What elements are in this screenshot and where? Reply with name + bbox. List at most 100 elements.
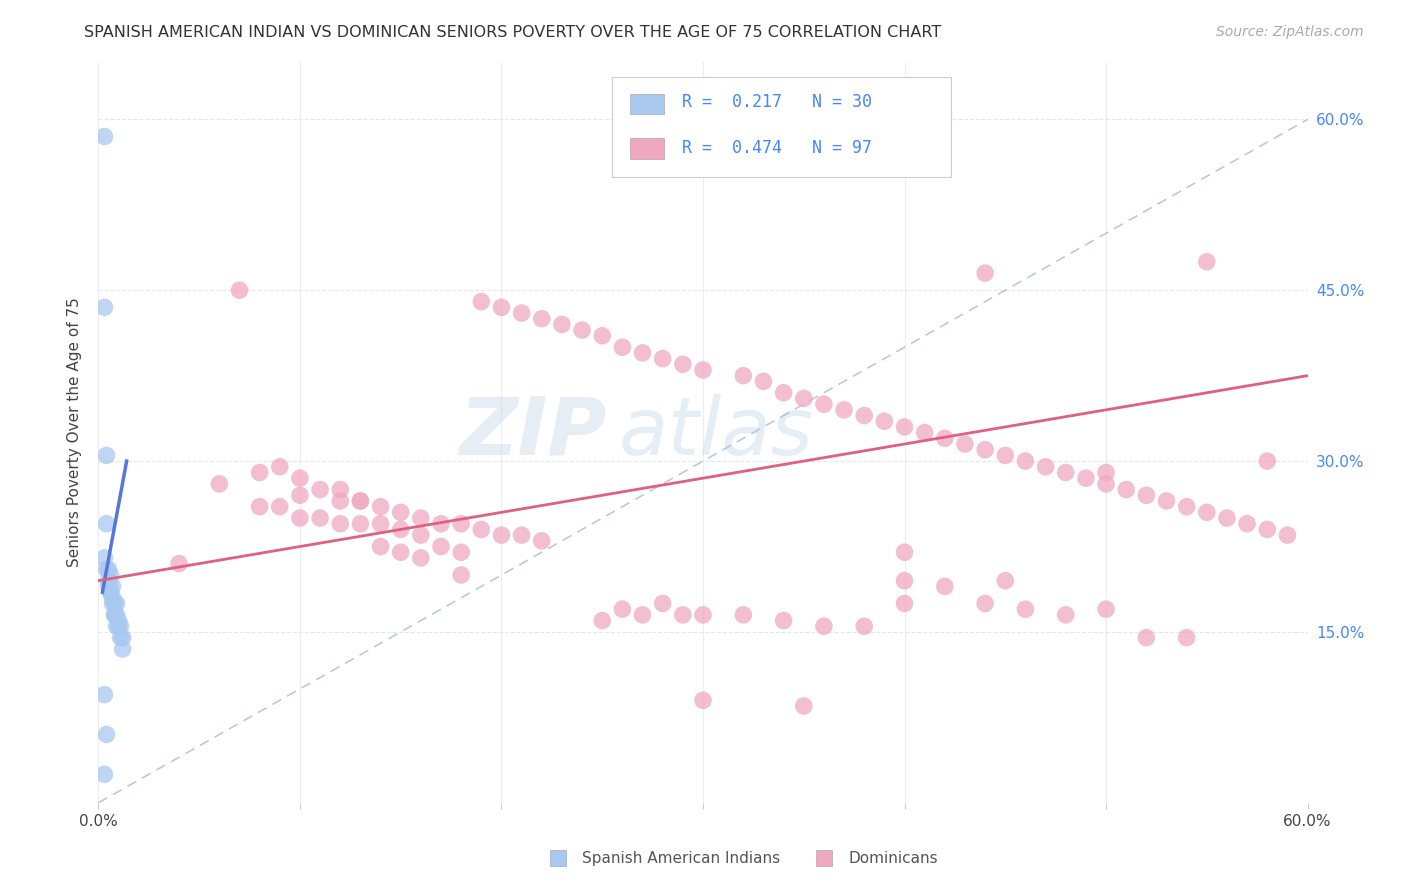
Text: SPANISH AMERICAN INDIAN VS DOMINICAN SENIORS POVERTY OVER THE AGE OF 75 CORRELAT: SPANISH AMERICAN INDIAN VS DOMINICAN SEN…	[84, 25, 942, 40]
Point	[349, 494, 371, 508]
Point	[103, 597, 125, 611]
Point	[370, 500, 392, 514]
Point	[491, 528, 513, 542]
Point	[93, 550, 115, 565]
Point	[249, 466, 271, 480]
FancyBboxPatch shape	[613, 78, 950, 178]
Point	[491, 301, 513, 315]
Point	[349, 516, 371, 531]
Point	[692, 363, 714, 377]
Point	[793, 392, 815, 406]
Point	[288, 488, 311, 502]
Point	[1115, 483, 1137, 497]
Point	[672, 607, 695, 622]
Point	[103, 607, 125, 622]
Point	[651, 597, 673, 611]
Point	[733, 368, 755, 383]
Point	[1135, 488, 1157, 502]
Point	[1095, 476, 1118, 491]
Point	[974, 266, 997, 280]
Point	[772, 385, 794, 400]
Point	[470, 523, 492, 537]
Point	[1195, 505, 1218, 519]
Point	[1175, 631, 1198, 645]
Point	[93, 301, 115, 315]
Point	[208, 476, 231, 491]
Point	[1074, 471, 1097, 485]
Point	[853, 409, 876, 423]
Point	[107, 619, 129, 633]
Point	[96, 516, 118, 531]
Point	[97, 574, 120, 588]
Point	[571, 323, 593, 337]
Point	[1216, 511, 1239, 525]
Point	[1054, 466, 1077, 480]
Point	[994, 574, 1017, 588]
Point	[228, 283, 250, 297]
Point	[111, 631, 134, 645]
Point	[101, 591, 124, 605]
Point	[893, 545, 915, 559]
Point	[329, 516, 352, 531]
Point	[1135, 631, 1157, 645]
Point	[288, 471, 311, 485]
Point	[873, 414, 896, 428]
Point	[329, 494, 352, 508]
Point	[110, 619, 132, 633]
Point	[309, 483, 332, 497]
Point	[893, 574, 915, 588]
Point	[389, 523, 412, 537]
Point	[934, 579, 956, 593]
Point	[752, 375, 775, 389]
Point	[893, 420, 915, 434]
Text: R =  0.217   N = 30: R = 0.217 N = 30	[682, 93, 873, 111]
Text: atlas: atlas	[619, 393, 813, 472]
Point	[269, 459, 291, 474]
Point	[430, 516, 453, 531]
Point	[1014, 454, 1036, 468]
Point	[370, 516, 392, 531]
Point	[772, 614, 794, 628]
Point	[409, 511, 432, 525]
Point	[1195, 254, 1218, 268]
Point	[1256, 454, 1278, 468]
Point	[893, 597, 915, 611]
Y-axis label: Seniors Poverty Over the Age of 75: Seniors Poverty Over the Age of 75	[67, 298, 83, 567]
Point	[97, 579, 120, 593]
Point	[101, 597, 124, 611]
Point	[591, 328, 613, 343]
Point	[631, 346, 654, 360]
Point	[510, 306, 533, 320]
Point	[93, 767, 115, 781]
Point	[105, 597, 128, 611]
Point	[733, 607, 755, 622]
Point	[409, 550, 432, 565]
Point	[651, 351, 673, 366]
Point	[974, 597, 997, 611]
Point	[105, 607, 128, 622]
Point	[994, 449, 1017, 463]
Point	[813, 397, 835, 411]
Point	[530, 311, 553, 326]
FancyBboxPatch shape	[630, 138, 664, 159]
Point	[1095, 602, 1118, 616]
Point	[1156, 494, 1178, 508]
Point	[100, 585, 122, 599]
Point	[249, 500, 271, 514]
Point	[551, 318, 574, 332]
Point	[389, 545, 412, 559]
Point	[510, 528, 533, 542]
Point	[591, 614, 613, 628]
Point	[101, 579, 124, 593]
Point	[96, 449, 118, 463]
Point	[105, 619, 128, 633]
Point	[1175, 500, 1198, 514]
Point	[409, 528, 432, 542]
Point	[450, 545, 472, 559]
Point	[832, 402, 855, 417]
Point	[914, 425, 936, 440]
Point	[1277, 528, 1299, 542]
Point	[974, 442, 997, 457]
Point	[430, 540, 453, 554]
Point	[349, 494, 371, 508]
